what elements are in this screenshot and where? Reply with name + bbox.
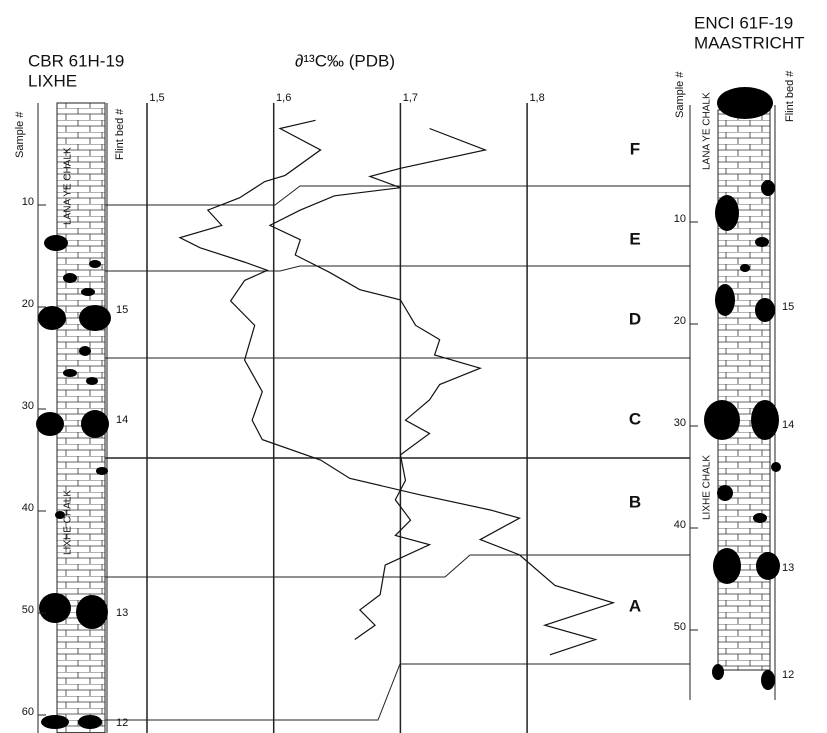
axis-label: Sample # (674, 71, 686, 118)
zone-label: B (629, 492, 641, 511)
unit-label: LIXHE CHALK (63, 490, 74, 555)
x-tick-label: 1,7 (403, 92, 418, 104)
y-tick-label: 10 (22, 196, 34, 208)
flint-bed-label: 14 (782, 419, 794, 431)
correlation-lines (105, 186, 690, 720)
x-tick-label: 1,6 (276, 92, 291, 104)
y-tick-label: 20 (22, 298, 34, 310)
figure: CBR 61H-19 LIXHE ENCI 61F-19 MAASTRICHT … (0, 0, 827, 733)
right-column (690, 87, 781, 700)
column-name: CBR 61H-19 (28, 51, 124, 70)
y-tick-label: 30 (22, 400, 34, 412)
unit-label: LANA YE CHALK (702, 92, 713, 170)
unit-label: LIXHE CHALK (702, 455, 713, 520)
y-tick-label: 30 (674, 417, 686, 429)
column-name: ENCI 61F-19 (694, 13, 793, 32)
zone-label: A (629, 596, 641, 615)
chart-title: ∂¹³C‰ (PDB) (295, 51, 395, 70)
flint-bed-label: 15 (116, 304, 128, 316)
zone-label: C (629, 409, 641, 428)
axis-label: Flint bed # (114, 108, 126, 160)
y-tick-label: 50 (22, 604, 34, 616)
zone-label: E (629, 229, 640, 248)
x-tick-label: 1,5 (149, 92, 164, 104)
y-tick-label: 60 (22, 706, 34, 718)
flint-bed-label: 13 (782, 562, 794, 574)
flint-bed-label: 13 (116, 607, 128, 619)
axis-label: Sample # (14, 111, 26, 158)
flint-bed-label: 12 (782, 669, 794, 681)
flint-bed-label: 12 (116, 717, 128, 729)
y-tick-label: 40 (22, 502, 34, 514)
axis-label: Flint bed # (784, 70, 796, 122)
y-tick-label: 10 (674, 213, 686, 225)
isotope-curve (270, 129, 485, 640)
unit-label: LANA YE CHALK (63, 147, 74, 225)
y-tick-label: 40 (674, 519, 686, 531)
flint-bed-label: 14 (116, 414, 128, 426)
flint-bed-label: 15 (782, 301, 794, 313)
zone-label: F (630, 139, 640, 158)
zone-label: D (629, 309, 641, 328)
column-place: LIXHE (28, 71, 77, 90)
x-tick-label: 1,8 (529, 92, 544, 104)
y-tick-label: 50 (674, 621, 686, 633)
y-tick-label: 20 (674, 315, 686, 327)
column-place: MAASTRICHT (694, 33, 805, 52)
isotope-curve (180, 120, 613, 654)
